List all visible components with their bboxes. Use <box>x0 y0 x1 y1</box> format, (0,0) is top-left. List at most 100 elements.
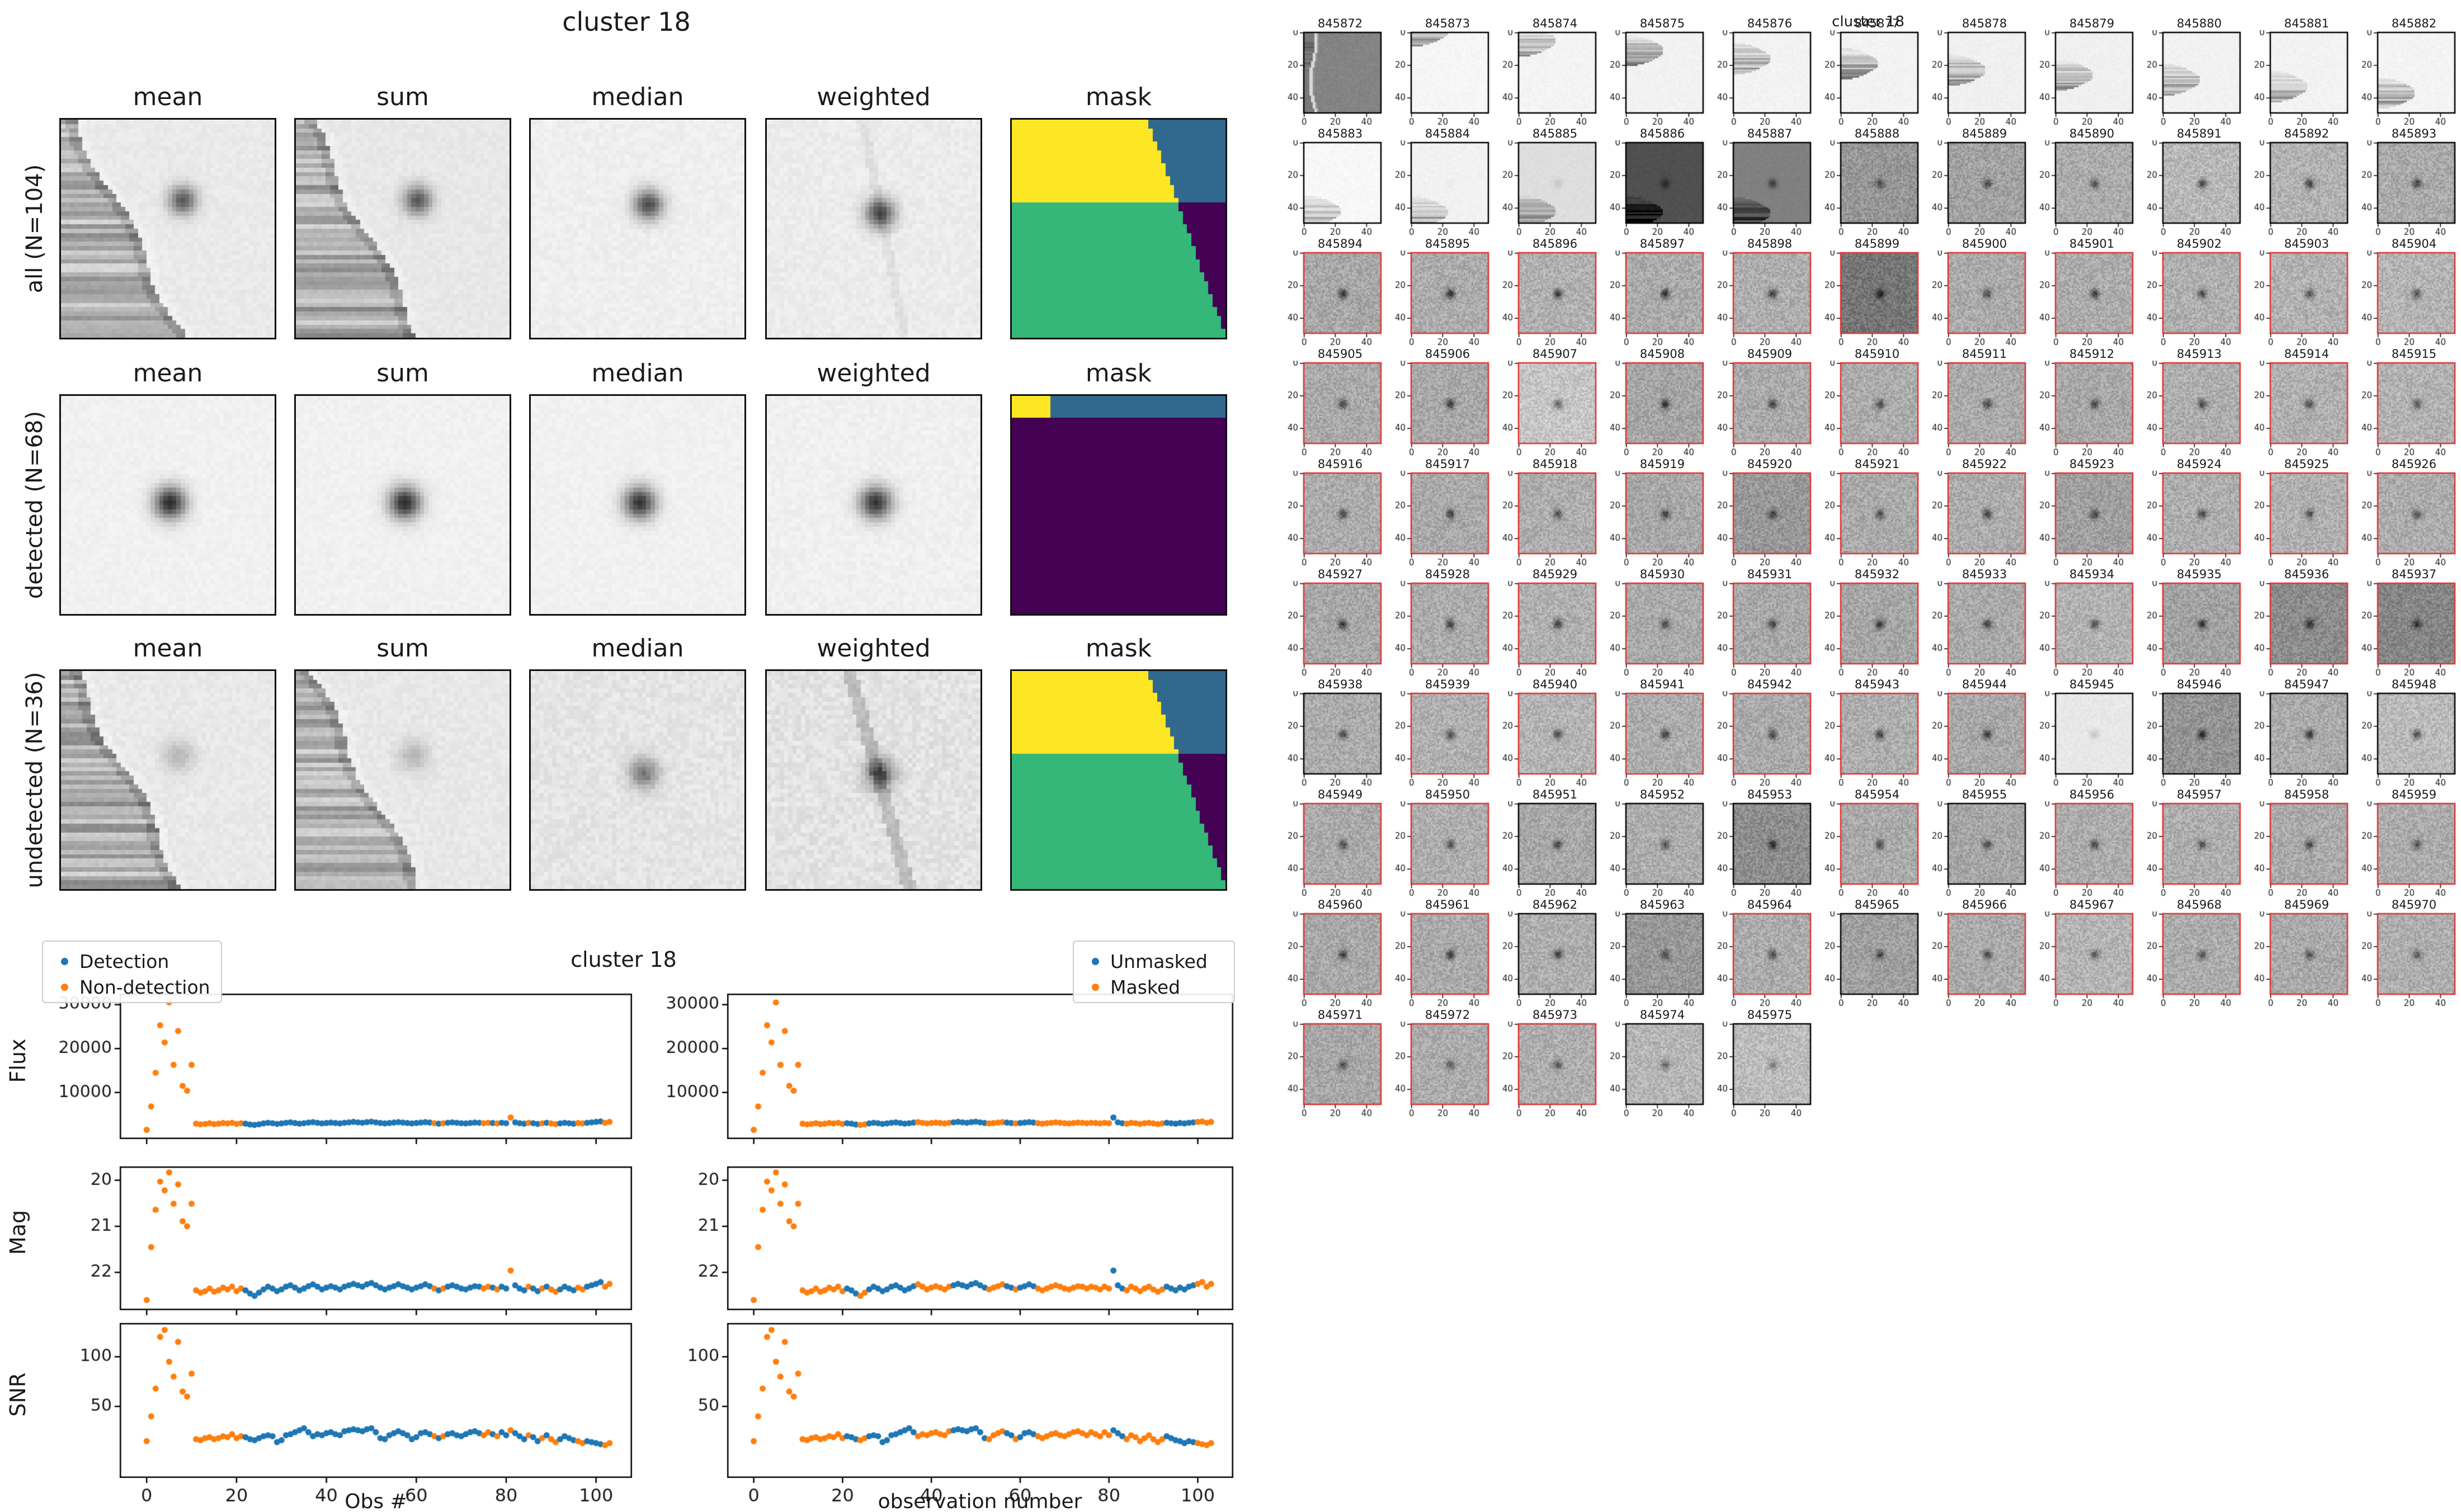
cutout-title: 845914 <box>2284 347 2330 361</box>
cutout-cell: 845913 <box>2146 347 2253 457</box>
cutout-cell: 845946 <box>2146 678 2253 788</box>
cutout-title: 845894 <box>1317 237 1363 251</box>
panel-all-sum <box>294 118 511 339</box>
cutout-cell: 845950 <box>1394 788 1501 898</box>
cutout-cell: 845883 <box>1286 127 1394 237</box>
cutout-cell: 845914 <box>2253 347 2360 457</box>
cutout-title: 845901 <box>2069 237 2115 251</box>
column-header-weighted: weighted <box>817 83 931 111</box>
cutout-title: 845879 <box>2069 17 2115 30</box>
cutout-title: 845919 <box>1639 457 1685 471</box>
panel-all-mean <box>59 118 276 339</box>
cutout-cell: 845874 <box>1501 17 1609 127</box>
cutout-cell: 845951 <box>1501 788 1609 898</box>
cutout-title: 845941 <box>1639 678 1685 691</box>
cutout-title: 845909 <box>1747 347 1793 361</box>
stack-figure-title: cluster 18 <box>562 7 691 37</box>
cutout-title: 845951 <box>1532 788 1578 801</box>
cutout-cell: 845956 <box>2038 788 2146 898</box>
cutout-image <box>1823 581 1931 678</box>
cutout-cell: 845888 <box>1823 127 1931 237</box>
cutout-title: 845872 <box>1317 17 1363 30</box>
cutout-cell: 845944 <box>1931 678 2038 788</box>
legend-masked: Unmasked Masked <box>1073 941 1235 1003</box>
cutout-cell: 845962 <box>1501 898 1609 1008</box>
figure-stack-panels: cluster 18 mean sum median weighted mask all … <box>0 0 1253 928</box>
cutout-title: 845970 <box>2391 898 2437 911</box>
cutout-title: 845965 <box>1854 898 1900 911</box>
cutout-cell: 845949 <box>1286 788 1394 898</box>
cutout-title: 845939 <box>1425 678 1470 691</box>
cutout-cell: 845882 <box>2360 17 2461 127</box>
cutout-image <box>2253 471 2360 568</box>
cutout-title: 845945 <box>2069 678 2115 691</box>
cutout-image <box>1931 581 2038 678</box>
cutout-title: 845935 <box>2176 568 2222 581</box>
column-header-sum: sum <box>376 634 429 663</box>
cutout-image <box>1394 581 1501 678</box>
cutout-cell: 845968 <box>2146 898 2253 1008</box>
cutout-image <box>2038 30 2146 127</box>
cutout-title: 845887 <box>1747 127 1793 140</box>
cutout-cell: 845926 <box>2360 457 2461 568</box>
cutout-title: 845959 <box>2391 788 2437 801</box>
panel-detected-sum <box>294 394 511 616</box>
cutout-cell: 845971 <box>1286 1008 1394 1118</box>
cutout-image <box>1823 251 1931 347</box>
cutout-image <box>2360 911 2461 1008</box>
cutout-image <box>2253 251 2360 347</box>
legend-entry: Masked <box>1084 974 1224 1000</box>
cutout-cell: 845953 <box>1716 788 1823 898</box>
cutout-image <box>2146 691 2253 788</box>
cutout-cell: 845872 <box>1286 17 1394 127</box>
cutout-image <box>1823 471 1931 568</box>
cutout-image <box>2360 30 2461 127</box>
cutout-title: 845929 <box>1532 568 1578 581</box>
column-header-mean: mean <box>133 83 203 111</box>
scatter-figure-title: cluster 18 <box>571 947 677 972</box>
cutout-title: 845924 <box>2176 457 2222 471</box>
cutout-title: 845963 <box>1639 898 1685 911</box>
column-header-median: median <box>591 634 684 663</box>
cutout-image <box>1286 30 1394 127</box>
cutout-image <box>1286 581 1394 678</box>
cutout-image <box>1286 1022 1394 1118</box>
cutout-image <box>2146 581 2253 678</box>
cutout-cell: 845972 <box>1394 1008 1501 1118</box>
cutout-cell: 845905 <box>1286 347 1394 457</box>
cutout-title: 845905 <box>1317 347 1363 361</box>
legend-entry: Detection <box>53 948 211 974</box>
cutout-image <box>2360 471 2461 568</box>
cutout-title: 845912 <box>2069 347 2115 361</box>
cutout-cell: 845940 <box>1501 678 1609 788</box>
cutout-cell: 845879 <box>2038 17 2146 127</box>
cutout-cell: 845912 <box>2038 347 2146 457</box>
cutout-image <box>2146 361 2253 457</box>
cutout-title: 845900 <box>1962 237 2007 251</box>
cutout-cell: 845885 <box>1501 127 1609 237</box>
cutout-image <box>2146 251 2253 347</box>
panel-undetected-weighted <box>765 669 982 891</box>
row-label-all: all (N=104) <box>22 164 48 294</box>
cutout-cell: 845924 <box>2146 457 2253 568</box>
cutout-image <box>1609 1022 1716 1118</box>
cutout-image <box>2253 911 2360 1008</box>
cutout-image <box>1501 140 1609 237</box>
cutout-title: 845880 <box>2176 17 2222 30</box>
cutout-title: 845937 <box>2391 568 2437 581</box>
cutout-cell: 845974 <box>1609 1008 1716 1118</box>
row-label-undetected: undetected (N=36) <box>22 672 48 889</box>
cutout-title: 845940 <box>1532 678 1578 691</box>
cutout-title: 845890 <box>2069 127 2115 140</box>
cutout-image <box>1501 251 1609 347</box>
cutout-image <box>2038 251 2146 347</box>
cutout-image <box>2038 140 2146 237</box>
cutout-image <box>1823 801 1931 898</box>
cutout-image <box>1931 691 2038 788</box>
ylabel-mag: Mag <box>6 1209 30 1255</box>
cutout-cell: 845929 <box>1501 568 1609 678</box>
cutout-image <box>1609 801 1716 898</box>
cutout-title: 845920 <box>1747 457 1793 471</box>
cutout-title: 845971 <box>1317 1008 1363 1022</box>
